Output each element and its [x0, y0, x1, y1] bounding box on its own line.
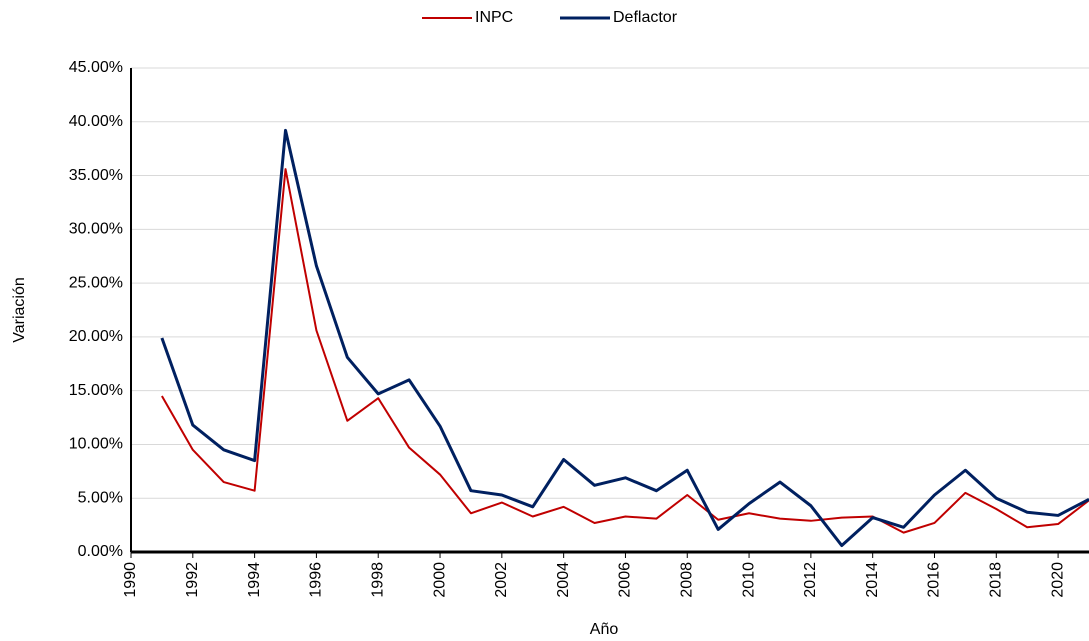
x-tick-label: 2000: [431, 562, 448, 598]
x-tick-label: 1990: [122, 562, 139, 598]
x-tick-label: 2012: [802, 562, 819, 598]
y-tick-label: 30.00%: [69, 221, 123, 238]
y-tick-label: 45.00%: [69, 59, 123, 76]
x-tick-label: 1998: [369, 562, 386, 598]
x-tick-label: 2006: [617, 562, 634, 598]
x-tick-label: 2014: [864, 562, 881, 598]
x-tick-label: 1992: [184, 562, 201, 598]
y-tick-label: 15.00%: [69, 382, 123, 399]
y-tick-label: 0.00%: [78, 543, 123, 560]
x-tick-label: 2004: [555, 562, 572, 598]
legend-label: Deflactor: [613, 9, 678, 26]
x-tick-label: 2018: [988, 562, 1005, 598]
x-tick-label: 2010: [740, 562, 757, 598]
x-tick-label: 2002: [493, 562, 510, 598]
x-tick-label: 1994: [246, 562, 263, 598]
x-axis-label: Año: [590, 621, 619, 638]
y-tick-label: 10.00%: [69, 436, 123, 453]
x-tick-label: 2016: [926, 562, 943, 598]
y-axis-label: Variación: [11, 277, 28, 343]
line: [160, 128, 1089, 548]
y-tick-label: 40.00%: [69, 113, 123, 130]
x-tick-label: 2020: [1049, 562, 1066, 598]
y-tick-label: 25.00%: [69, 274, 123, 291]
legend-label: INPC: [475, 9, 513, 26]
x-tick-label: 2008: [678, 562, 695, 598]
y-tick-label: 35.00%: [69, 167, 123, 184]
x-tick-label: 1996: [308, 562, 325, 598]
y-tick-label: 5.00%: [78, 489, 123, 506]
line: [161, 168, 1089, 534]
y-tick-label: 20.00%: [69, 328, 123, 345]
